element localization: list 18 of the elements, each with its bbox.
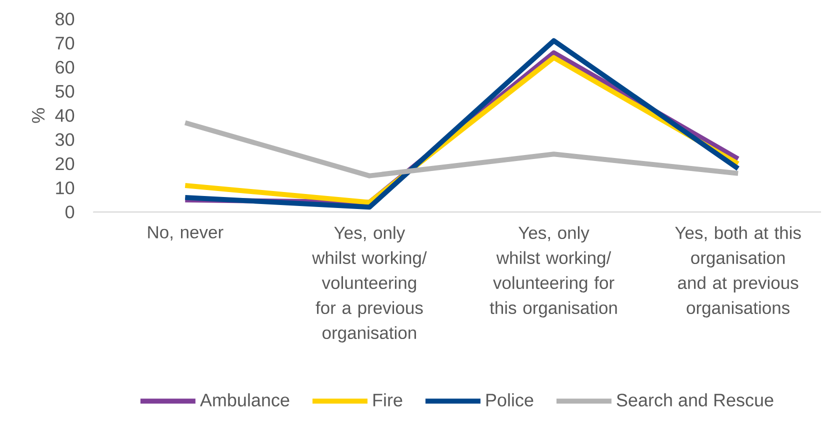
y-tick-label: 30 bbox=[55, 133, 74, 146]
x-tick-label: No, never bbox=[148, 226, 224, 240]
y-tick-label: 40 bbox=[55, 109, 74, 122]
legend-label: Fire bbox=[373, 393, 402, 406]
y-tick-label: 0 bbox=[66, 206, 74, 218]
y-axis-title: % bbox=[32, 108, 45, 123]
y-tick-label: 20 bbox=[56, 157, 74, 170]
x-tick-label: Yes, only whilst working/ volunteering for this organisation bbox=[490, 226, 617, 318]
legend-label: Ambulance bbox=[200, 393, 290, 406]
y-tick-label: 60 bbox=[56, 60, 74, 74]
y-tick-label: 10 bbox=[56, 182, 74, 194]
y-tick-label: 70 bbox=[56, 36, 74, 50]
x-tick-label: Yes, only whilst working/ volunteering for a previous organisation bbox=[312, 226, 427, 343]
x-tick-label: Yes, both at this organisation and at previous organisations bbox=[675, 226, 801, 318]
y-tick-label: 50 bbox=[56, 85, 74, 98]
legend-label: Search and Rescue bbox=[616, 393, 774, 406]
legend-label: Police bbox=[486, 393, 534, 406]
y-tick-label: 80 bbox=[56, 12, 74, 26]
